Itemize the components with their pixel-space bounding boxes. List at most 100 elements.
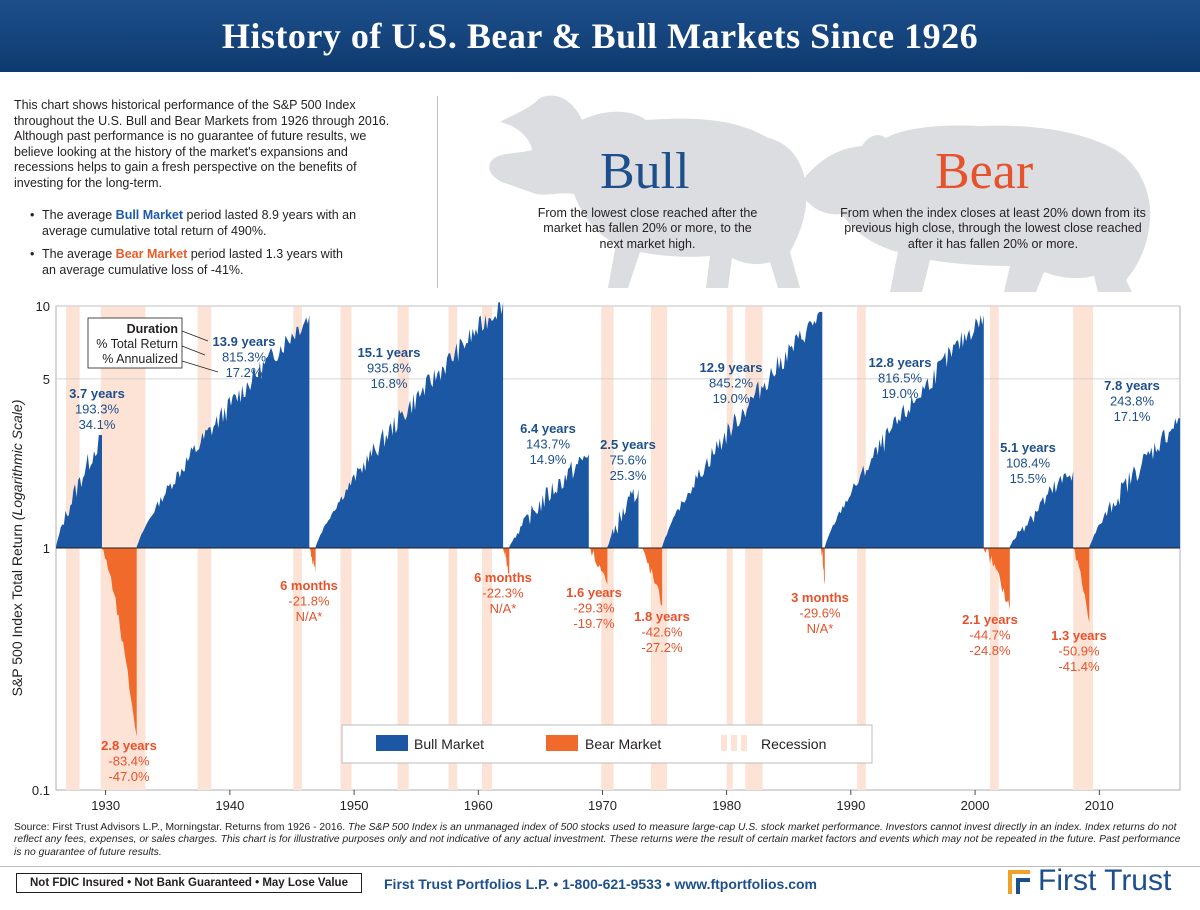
total-return-label: 193.3% — [75, 402, 120, 417]
bear-market-area — [1073, 548, 1090, 623]
duration-label: 12.9 years — [700, 360, 763, 375]
duration-label: 7.8 years — [1104, 378, 1160, 393]
duration-label: 2.8 years — [101, 738, 157, 753]
fdic-disclaimer-box: Not FDIC Insured • Not Bank Guaranteed •… — [16, 873, 362, 893]
page-title: History of U.S. Bear & Bull Markets Sinc… — [221, 16, 979, 56]
y-tick-label: 5 — [43, 372, 50, 387]
annualized-label: -27.2% — [641, 640, 683, 655]
bear-market-area — [588, 548, 608, 585]
x-tick-label: 2000 — [961, 798, 990, 813]
intro-paragraph: This chart shows historical performance … — [14, 98, 390, 190]
annualized-label: 25.3% — [610, 468, 647, 483]
bear-definition-title: Bear — [935, 143, 1034, 200]
bull-definition-text: From the lowest close reached after the … — [537, 206, 758, 251]
y-axis-label: S&P 500 Index Total Return (Logarithmic … — [9, 400, 25, 697]
annualized-label: N/A* — [490, 601, 517, 616]
key-duration: Duration — [127, 322, 178, 336]
bull-market-area — [1089, 418, 1180, 548]
annualized-label: -41.4% — [1058, 659, 1100, 674]
bear-definition-text: From when the index closes at least 20% … — [840, 206, 1146, 251]
legend-bear-swatch — [546, 735, 578, 751]
total-return-label: 243.8% — [1110, 394, 1155, 409]
total-return-label: 815.3% — [222, 350, 267, 365]
bear-market-label: 1.6 years-29.3%-19.7% — [566, 585, 622, 631]
duration-label: 2.1 years — [962, 612, 1018, 627]
x-tick-label: 1980 — [712, 798, 741, 813]
x-tick-label: 1970 — [588, 798, 617, 813]
bear-market-areas — [101, 548, 1090, 737]
contact-line: First Trust Portfolios L.P. • 1-800-621-… — [384, 876, 818, 892]
legend-recession-swatch — [721, 735, 747, 751]
bull-bear-chart: 0.1 1 5 10 1930 1940 1950 1960 1970 1980 1990 2000… — [9, 299, 1181, 813]
annualized-label: 14.9% — [530, 452, 567, 467]
bear-market-label: 6 months-21.8%N/A* — [280, 578, 338, 624]
disclaimer-text: The S&P 500 Index is an unmanaged index … — [14, 822, 1181, 858]
bear-market-area — [821, 548, 825, 585]
bear-market-area — [503, 548, 510, 575]
annualized-label: N/A* — [807, 621, 834, 636]
key-pointer — [181, 345, 206, 356]
x-tick-label: 1940 — [215, 798, 244, 813]
x-tick-label: 1960 — [464, 798, 493, 813]
bear-market-area — [309, 548, 316, 574]
bull-market-areas — [56, 302, 1180, 548]
annualized-label: 34.1% — [79, 417, 116, 432]
total-return-label: -22.3% — [482, 586, 524, 601]
duration-label: 12.8 years — [869, 355, 932, 370]
total-return-label: -50.9% — [1058, 644, 1100, 659]
legend-bull-label: Bull Market — [414, 736, 484, 752]
duration-label: 13.9 years — [213, 334, 276, 349]
y-tick-label: 10 — [36, 299, 50, 314]
bear-market-label: 2.1 years-44.7%-24.8% — [962, 612, 1018, 658]
bullet-bull-average: The average Bull Market period lasted 8.… — [30, 208, 360, 239]
chart-legend: Bull Market Bear Market Recession — [341, 724, 873, 764]
header-divider — [437, 96, 438, 288]
total-return-label: 935.8% — [367, 361, 412, 376]
duration-label: 6 months — [474, 570, 532, 585]
y-tick-label: 1 — [43, 541, 50, 556]
total-return-label: -29.3% — [573, 601, 615, 616]
summary-bullets: The average Bull Market period lasted 8.… — [30, 208, 360, 286]
first-trust-logo: First Trust — [1006, 864, 1171, 898]
duration-label: 1.8 years — [634, 609, 690, 624]
key-pointer — [181, 360, 219, 373]
total-return-label: 75.6% — [610, 453, 647, 468]
bear-market-label: 1.3 years-50.9%-41.4% — [1051, 628, 1107, 674]
annualized-label: -47.0% — [108, 769, 150, 784]
bear-market-area — [983, 548, 1010, 611]
bull-market-area — [607, 488, 639, 548]
legend-recession-label: Recession — [761, 736, 826, 752]
annotation-key: Duration % Total Return % Annualized — [87, 317, 219, 373]
duration-label: 6.4 years — [520, 421, 576, 436]
duration-label: 6 months — [280, 578, 338, 593]
bull-market-area — [315, 302, 504, 548]
bull-market-area — [136, 315, 310, 548]
gridlines — [56, 305, 1180, 380]
duration-label: 5.1 years — [1000, 440, 1056, 455]
bull-market-term: Bull Market — [115, 208, 184, 222]
legend-box — [341, 724, 873, 764]
bear-market-term: Bear Market — [115, 247, 188, 262]
annualized-label: 17.1% — [1114, 409, 1151, 424]
annualized-label: 15.5% — [1010, 471, 1047, 486]
bear-market-label: 6 months-22.3%N/A* — [474, 570, 532, 616]
bull-market-area — [824, 315, 984, 548]
annualized-label: 17.2% — [226, 365, 263, 380]
bullet-bear-average: The average Bear Market period lasted 1.… — [30, 247, 360, 278]
key-total-return: % Total Return — [96, 337, 178, 351]
y-tick-label: 0.1 — [32, 783, 50, 798]
annualized-label: -24.8% — [969, 643, 1011, 658]
source-note: Source: First Trust Advisors L.P., Morni… — [14, 822, 1181, 858]
bear-market-label: 1.8 years-42.6%-27.2% — [634, 609, 690, 655]
annualized-label: -19.7% — [573, 616, 615, 631]
x-tick-label: 1990 — [836, 798, 865, 813]
duration-label: 1.3 years — [1051, 628, 1107, 643]
duration-label: 3 months — [791, 590, 849, 605]
footer-rule — [0, 866, 1200, 867]
bear-market-label: 2.8 years-83.4%-47.0% — [101, 738, 157, 784]
